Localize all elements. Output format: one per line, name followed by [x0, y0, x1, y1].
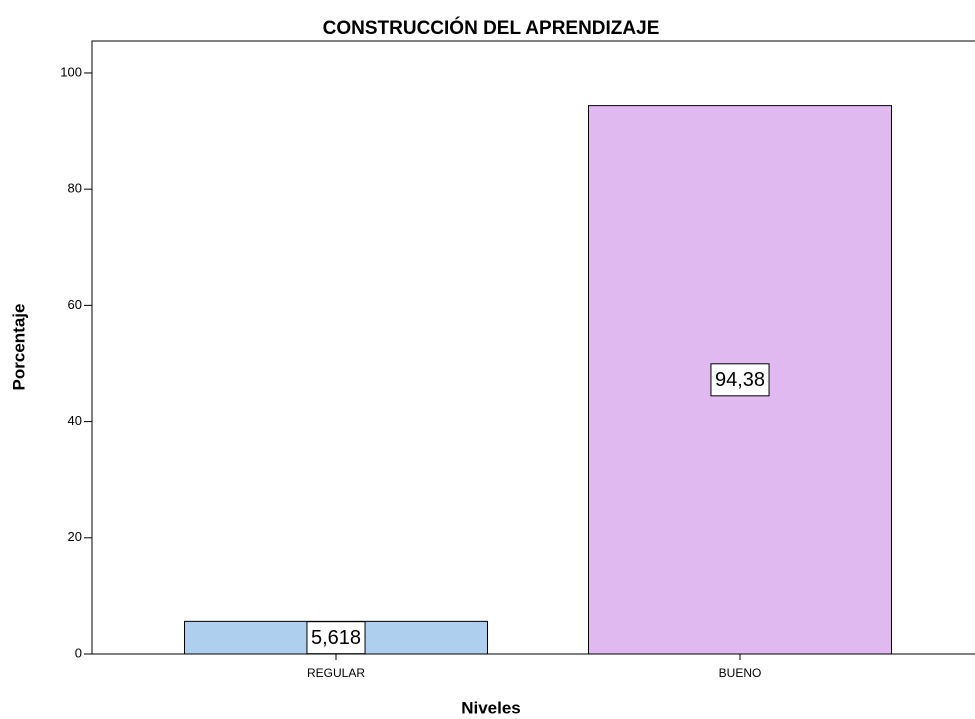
y-tick-label: 100 — [60, 64, 82, 79]
x-tick-label: BUENO — [719, 666, 762, 680]
y-tick-label: 0 — [75, 645, 82, 660]
chart-title: CONSTRUCCIÓN DEL APRENDIZAJE — [323, 17, 660, 39]
y-tick-label: 20 — [68, 529, 82, 544]
y-axis-label: Porcentaje — [9, 304, 28, 391]
y-tick-label: 80 — [68, 181, 82, 196]
value-label: 5,618 — [311, 627, 361, 649]
value-label: 94,38 — [715, 369, 765, 391]
x-axis-label: Niveles — [461, 698, 521, 717]
plot-frame — [91, 40, 975, 655]
value-label-box — [710, 363, 770, 397]
y-tick-label: 40 — [68, 413, 82, 428]
y-tick-label: 60 — [68, 297, 82, 312]
x-tick-label: REGULAR — [307, 666, 365, 680]
value-label-box — [306, 621, 366, 655]
